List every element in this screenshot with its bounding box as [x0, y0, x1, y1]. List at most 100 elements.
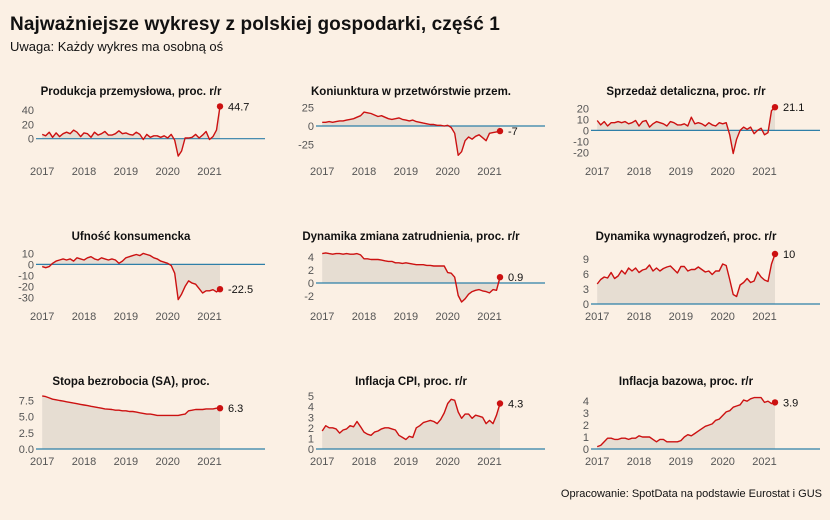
series-area [322, 252, 500, 302]
y-tick-label: 2 [308, 265, 314, 277]
x-tick-label: 2019 [114, 166, 138, 178]
last-value-point [216, 286, 224, 293]
series-area [42, 106, 221, 157]
chart-title: Produkcja przemysłowa, proc. r/r [41, 86, 222, 98]
series-area [322, 112, 500, 156]
x-tick-label: 2021 [197, 166, 221, 178]
y-tick-label: 0 [583, 299, 589, 311]
last-value-point [496, 274, 504, 281]
x-tick-label: 2017 [30, 166, 54, 178]
chart-panel-6: Dynamika wynagrodzeń, proc. r/r 0 3 6 9 2017 2… [565, 225, 825, 335]
x-tick-label: 2021 [197, 311, 221, 323]
y-tick-label: 1 [308, 433, 314, 445]
series-line [596, 253, 776, 298]
last-value-point [496, 400, 504, 407]
x-tick-label: 2021 [477, 166, 501, 178]
last-value-label: 0.9 [508, 272, 523, 284]
x-tick-label: 2018 [72, 166, 96, 178]
series-line [41, 106, 221, 157]
last-value-label: 6.3 [228, 403, 243, 415]
page-subtitle: Uwaga: Każdy wykres ma osobną oś [10, 39, 224, 54]
y-tick-label: 3 [308, 412, 314, 424]
y-tick-label: 10 [22, 248, 34, 260]
x-tick-label: 2020 [435, 166, 459, 178]
x-tick-label: 2021 [752, 456, 776, 468]
source-note: Opracowanie: SpotData na podstawie Euros… [560, 488, 822, 500]
chart-panel-1: Produkcja przemysłowa, proc. r/r 0 20 40 201… [10, 80, 270, 190]
chart-panel-5: Dynamika zmiana zatrudnienia, proc. r/r -… [290, 225, 550, 335]
x-tick-label: 2019 [114, 311, 138, 323]
last-value-point [771, 399, 779, 406]
y-tick-label: -20 [573, 147, 589, 159]
last-value-point [216, 103, 224, 110]
y-tick-label: 40 [22, 105, 34, 117]
x-tick-label: 2020 [155, 166, 179, 178]
last-value-point [496, 127, 504, 135]
chart-title: Dynamika zmiana zatrudnienia, proc. r/r [302, 231, 520, 243]
series-line [322, 252, 501, 303]
chart-panel-4: Ufność konsumencka -30 -20 -10 0 10 2017 2018 20… [10, 225, 270, 335]
y-tick-label: -25 [298, 139, 314, 151]
x-tick-label: 2018 [72, 456, 96, 468]
x-tick-label: 2017 [30, 456, 54, 468]
chart-title: Inflacja CPI, proc. r/r [355, 376, 467, 388]
y-tick-label: 2.5 [19, 428, 34, 440]
y-tick-label: 0 [583, 125, 589, 137]
y-tick-label: 20 [22, 119, 34, 131]
x-tick-label: 2021 [197, 456, 221, 468]
y-tick-label: 20 [577, 103, 589, 115]
y-tick-label: -2 [304, 291, 314, 303]
y-tick-label: 2 [583, 420, 589, 432]
x-tick-label: 2020 [710, 166, 734, 178]
chart-title: Inflacja bazowa, proc. r/r [619, 376, 754, 388]
y-tick-label: 4 [308, 252, 314, 264]
y-tick-label: 2 [308, 423, 314, 435]
chart-panel-8: Inflacja CPI, proc. r/r 0 1 2 3 4 5 2017 2018 201… [290, 370, 550, 480]
x-tick-label: 2018 [352, 456, 376, 468]
chart-panel-7: Stopa bezrobocia (SA), proc. 0.0 2.5 5.0 7.5… [10, 370, 270, 480]
last-value-point [771, 250, 779, 258]
y-tick-label: 4 [308, 402, 314, 414]
x-tick-label: 2018 [627, 311, 651, 323]
last-value-label: 3.9 [783, 397, 798, 409]
x-tick-label: 2019 [394, 456, 418, 468]
x-tick-label: 2017 [310, 456, 334, 468]
x-tick-label: 2020 [710, 456, 734, 468]
x-tick-label: 2021 [477, 456, 501, 468]
x-tick-label: 2018 [352, 311, 376, 323]
last-value-label: 44.7 [228, 101, 249, 113]
y-tick-label: 3 [583, 284, 589, 296]
y-tick-label: 0 [28, 259, 34, 271]
y-tick-label: 4 [583, 396, 589, 408]
last-value-label: 4.3 [508, 399, 523, 411]
series-line [41, 252, 221, 301]
y-tick-label: 10 [577, 114, 589, 126]
x-tick-label: 2019 [669, 456, 693, 468]
y-tick-label: -10 [18, 270, 34, 282]
y-tick-label: 0 [28, 134, 34, 146]
last-value-label: -7 [508, 126, 518, 138]
x-tick-label: 2021 [752, 166, 776, 178]
series-area [42, 253, 221, 300]
y-tick-label: 0.0 [19, 444, 34, 456]
last-value-point [216, 405, 224, 412]
last-value-label: -22.5 [228, 284, 253, 296]
y-tick-label: 0 [308, 278, 314, 290]
y-tick-label: 5 [308, 391, 314, 403]
x-tick-label: 2019 [394, 166, 418, 178]
chart-panel-9: Inflacja bazowa, proc. r/r 0 1 2 3 4 2017 2018 2… [565, 370, 825, 480]
x-tick-label: 2017 [585, 166, 609, 178]
y-tick-label: 25 [302, 103, 314, 115]
chart-title: Dynamika wynagrodzeń, proc. r/r [596, 231, 777, 243]
x-tick-label: 2018 [627, 456, 651, 468]
x-tick-label: 2017 [585, 456, 609, 468]
x-tick-label: 2017 [310, 311, 334, 323]
y-tick-label: 7.5 [19, 396, 34, 408]
x-tick-label: 2017 [30, 311, 54, 323]
series-line [42, 395, 220, 417]
y-tick-label: 6 [583, 269, 589, 281]
y-tick-label: 0 [308, 444, 314, 456]
